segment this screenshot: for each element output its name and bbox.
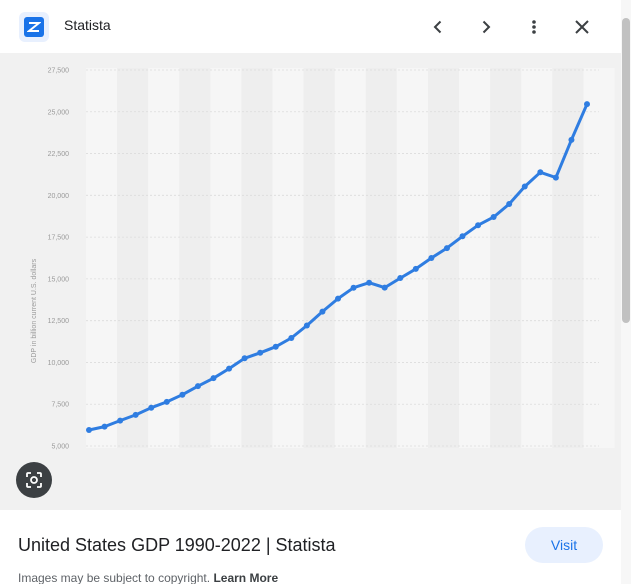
copyright-notice: Images may be subject to copyright. Lear… xyxy=(18,571,278,584)
data-point xyxy=(521,183,528,190)
image-preview[interactable]: 5,000 7,500 10,000 12,500 15,000 17,500 20,000… xyxy=(0,53,621,510)
chart-band xyxy=(583,68,615,448)
chart-band xyxy=(490,68,522,448)
data-point xyxy=(194,383,201,390)
y-tick-label: 7,500 xyxy=(51,402,69,409)
statista-logo-mark xyxy=(24,17,44,37)
data-point xyxy=(272,343,279,350)
y-tick-label: 10,000 xyxy=(48,360,70,367)
chart-band xyxy=(241,68,273,448)
data-point xyxy=(226,365,233,372)
data-point xyxy=(335,295,341,302)
result-title[interactable]: United States GDP 1990-2022 | Statista xyxy=(18,535,336,555)
y-tick-label: 5,000 xyxy=(51,444,69,451)
data-point xyxy=(132,411,139,418)
data-point xyxy=(288,335,295,342)
y-tick-label: 20,000 xyxy=(48,193,70,200)
chart-band xyxy=(117,68,149,448)
chart-band xyxy=(210,68,242,448)
y-tick-label: 22,500 xyxy=(48,151,70,158)
chevron-left-icon[interactable] xyxy=(423,12,453,42)
visit-button[interactable]: Visit xyxy=(525,527,603,563)
chart-bands xyxy=(86,68,615,448)
header-bar: Statista xyxy=(0,0,631,53)
data-point xyxy=(459,233,466,240)
lens-search-button[interactable] xyxy=(16,462,52,498)
data-point xyxy=(584,101,590,108)
data-point xyxy=(163,398,170,405)
chart-band xyxy=(272,68,304,448)
site-name[interactable]: Statista xyxy=(64,17,111,33)
y-tick-label: 17,500 xyxy=(48,235,70,242)
data-point xyxy=(428,255,435,261)
gdp-line-chart: 5,000 7,500 10,000 12,500 15,000 17,500 20,000… xyxy=(31,68,615,451)
data-point xyxy=(86,426,92,433)
y-axis-ticks: 5,000 7,500 10,000 12,500 15,000 17,500 20,000… xyxy=(48,68,70,451)
chart-gridlines xyxy=(86,69,599,447)
data-point xyxy=(101,423,108,430)
data-point xyxy=(475,222,482,229)
data-point xyxy=(319,308,326,315)
chart-band xyxy=(86,68,118,448)
data-point xyxy=(552,174,559,181)
y-tick-label: 25,000 xyxy=(48,109,70,116)
data-point xyxy=(179,391,186,398)
copyright-text: Images may be subject to copyright. xyxy=(18,571,211,584)
y-tick-label: 27,500 xyxy=(48,68,70,75)
data-point xyxy=(490,214,497,221)
y-axis-label: GDP in billion current U.S. dollars xyxy=(31,258,38,363)
chart-band xyxy=(552,68,584,448)
scrollbar-thumb[interactable] xyxy=(622,18,630,323)
data-point xyxy=(241,355,248,362)
chart-band xyxy=(148,68,180,448)
chart-band xyxy=(303,68,335,448)
data-point xyxy=(350,284,357,291)
lens-icon xyxy=(26,472,42,488)
data-point xyxy=(117,417,124,424)
chart-series xyxy=(86,101,590,433)
statista-logo-icon[interactable] xyxy=(19,12,49,42)
chart-band xyxy=(179,68,211,448)
chevron-right-icon[interactable] xyxy=(471,12,501,42)
data-point xyxy=(366,279,373,286)
data-point xyxy=(257,349,264,356)
data-point xyxy=(397,275,404,282)
chart-band xyxy=(334,68,366,448)
y-tick-label: 12,500 xyxy=(48,318,70,325)
data-point xyxy=(412,265,419,272)
data-point xyxy=(303,322,310,329)
data-point xyxy=(537,169,544,176)
data-point xyxy=(381,284,388,291)
y-tick-label: 15,000 xyxy=(48,276,70,283)
chart-band xyxy=(521,68,553,448)
data-point xyxy=(148,404,155,411)
chart-band xyxy=(459,68,491,448)
learn-more-link[interactable]: Learn More xyxy=(213,571,279,584)
data-point xyxy=(568,136,575,143)
more-vert-icon[interactable] xyxy=(519,12,549,42)
chart-band xyxy=(396,68,428,448)
chart-band xyxy=(365,68,397,448)
data-point xyxy=(506,201,513,208)
data-point xyxy=(210,375,217,382)
data-point xyxy=(443,245,450,252)
close-icon[interactable] xyxy=(567,12,597,42)
